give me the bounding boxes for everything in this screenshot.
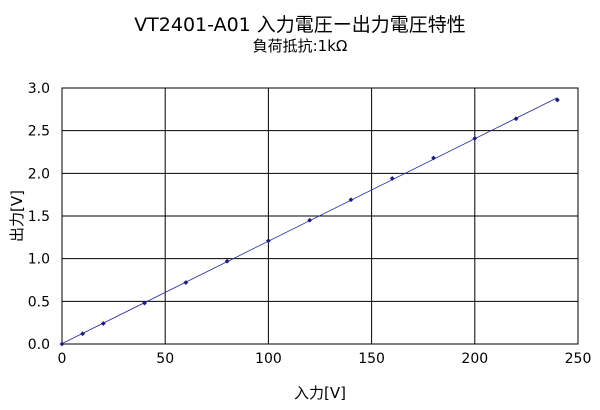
y-tick-label: 3.0 xyxy=(28,81,50,97)
x-tick-label: 200 xyxy=(461,351,488,367)
y-tick-label: 0.0 xyxy=(28,337,50,353)
data-point xyxy=(431,155,436,161)
data-point xyxy=(348,197,354,203)
chart-title: VT2401-A01 入力電圧ー出力電圧特性 xyxy=(134,14,466,36)
data-point xyxy=(80,331,86,337)
data-point xyxy=(554,97,560,103)
data-point xyxy=(142,300,147,306)
x-tick-label: 0 xyxy=(58,351,67,367)
plot-frame xyxy=(61,87,579,345)
x-tick-label: 150 xyxy=(358,351,385,367)
y-tick-labels: 0.0 0.5 1.0 1.5 2.0 2.5 3.0 xyxy=(28,81,50,353)
x-tick-label: 100 xyxy=(255,351,282,367)
y-tick-label: 2.5 xyxy=(28,124,50,140)
data-point xyxy=(100,321,106,326)
data-point xyxy=(389,176,395,181)
data-points xyxy=(59,97,560,347)
data-point xyxy=(513,116,519,122)
data-point xyxy=(266,238,271,244)
y-tick-label: 1.0 xyxy=(28,252,50,268)
x-tick-label: 50 xyxy=(156,351,174,367)
y-axis-title: 出力[V] xyxy=(8,190,26,242)
y-tick-label: 0.5 xyxy=(28,294,50,310)
x-axis-title: 入力[V] xyxy=(294,384,346,402)
x-tick-label: 250 xyxy=(565,351,592,367)
data-point xyxy=(59,341,65,347)
y-tick-label: 2.0 xyxy=(28,166,50,182)
x-tick-labels: 0 50 100 150 200 250 xyxy=(58,351,592,367)
data-point xyxy=(307,217,313,223)
chart-subtitle: 負荷抵抗:1kΩ xyxy=(252,37,348,55)
data-point xyxy=(472,135,478,141)
data-point xyxy=(224,258,230,264)
data-point xyxy=(183,280,189,285)
y-tick-label: 1.5 xyxy=(28,209,50,225)
